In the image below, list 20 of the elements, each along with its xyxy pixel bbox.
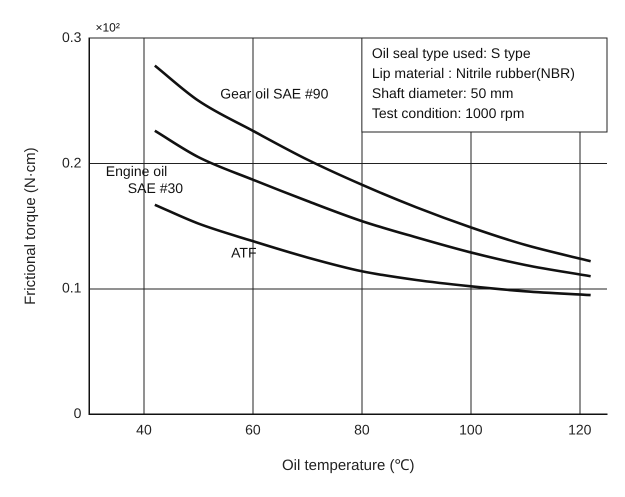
x-tick-label: 40: [136, 421, 152, 438]
line-series: [154, 203, 592, 296]
y-tick-label: 0.3: [62, 28, 82, 45]
x-tick-label: 80: [354, 421, 370, 438]
x-axis-title: Oil temperature (℃): [282, 457, 415, 474]
line-series: [154, 129, 592, 278]
line-series: [154, 64, 592, 263]
x-tick-label: 100: [459, 421, 483, 438]
y-axis-title: Frictional torque (N·cm): [22, 147, 40, 305]
y-tick-label: 0.2: [62, 154, 82, 170]
y-tick-label: 0.1: [62, 280, 82, 296]
annotation: Shaft diameter: 50 mm: [372, 84, 514, 101]
annotation: Lip material : Nitrile rubber(NBR): [372, 64, 575, 81]
series-label: Gear oil SAE #90: [220, 85, 329, 102]
x-tick-label: 60: [245, 421, 261, 438]
annotation: Test condition: 1000 rpm: [372, 104, 524, 121]
annotation: Oil seal type used: S type: [372, 44, 531, 61]
y-tick-label: 0: [74, 405, 82, 422]
x-tick-label: 120: [568, 421, 592, 438]
text: ×10²: [95, 20, 120, 34]
